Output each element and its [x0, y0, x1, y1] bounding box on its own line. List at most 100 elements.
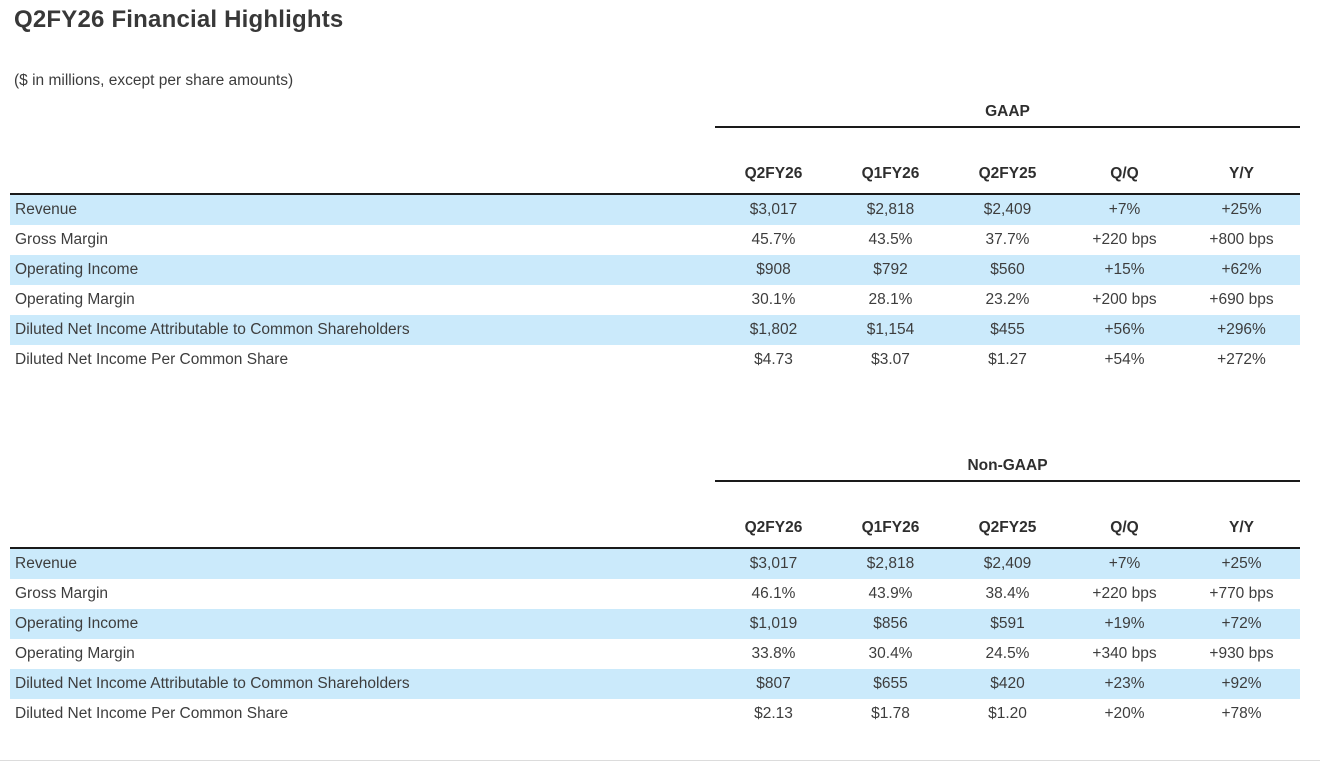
metric-value: $908	[756, 261, 791, 278]
table-row: Diluted Net Income Attributable to Commo…	[10, 669, 1300, 699]
column-header: Q/Q	[1110, 519, 1139, 536]
table-row: Gross Margin 46.1% 43.9% 38.4% +220 bps …	[10, 579, 1300, 609]
column-header: Y/Y	[1229, 165, 1254, 182]
metric-value: +20%	[1104, 705, 1145, 722]
metric-value: $856	[873, 615, 908, 632]
row-label-column-spacer	[10, 128, 715, 194]
metric-value: +54%	[1104, 351, 1145, 368]
metric-value: $2,409	[949, 547, 1066, 579]
metric-value: $560	[990, 261, 1025, 278]
metric-value: +220 bps	[1092, 585, 1157, 602]
metric-value: +72%	[1221, 615, 1262, 632]
column-header: Q1FY26	[861, 519, 920, 536]
metric-value: +23%	[1104, 675, 1145, 692]
column-header-row: Q2FY26 Q1FY26 Q2FY25 Q/Q Y/Y	[10, 128, 1300, 194]
metric-value: +770 bps	[1209, 585, 1274, 602]
table-row: Operating Margin 30.1% 28.1% 23.2% +200 …	[10, 285, 1300, 315]
metric-value: +25%	[1183, 193, 1300, 225]
metric-value: +25%	[1183, 547, 1300, 579]
non-gaap-table: Q2FY26 Q1FY26 Q2FY25 Q/Q Y/Y Revenue $3,…	[10, 482, 1300, 729]
metric-value: 33.8%	[751, 645, 796, 662]
metric-value: +92%	[1221, 675, 1262, 692]
table-row: Operating Income $908 $792 $560 +15% +62…	[10, 255, 1300, 285]
metric-value: $2,409	[949, 193, 1066, 225]
metric-label: Operating Income	[15, 261, 139, 278]
metric-value: +78%	[1221, 705, 1262, 722]
section-title-gaap: GAAP	[715, 103, 1300, 128]
metric-value: 23.2%	[985, 291, 1030, 308]
section-non-gaap: Non-GAAP Q2FY26 Q1FY26 Q2FY25 Q/Q Y/Y Re…	[0, 457, 1320, 729]
metric-value: 46.1%	[751, 585, 796, 602]
table-row: Diluted Net Income Per Common Share $4.7…	[10, 345, 1300, 375]
metric-value: 43.5%	[868, 231, 913, 248]
column-header: Q/Q	[1110, 165, 1139, 182]
metric-value: +7%	[1066, 193, 1183, 225]
metric-value: $591	[990, 615, 1025, 632]
metric-value: 38.4%	[985, 585, 1030, 602]
metric-value: 45.7%	[751, 231, 796, 248]
metric-value: 24.5%	[985, 645, 1030, 662]
table-row: Operating Margin 33.8% 30.4% 24.5% +340 …	[10, 639, 1300, 669]
metric-value: +7%	[1066, 547, 1183, 579]
metric-value: $1,802	[749, 321, 798, 338]
metric-value: $3,017	[715, 193, 832, 225]
table-row: Gross Margin 45.7% 43.5% 37.7% +220 bps …	[10, 225, 1300, 255]
section-gaap: GAAP Q2FY26 Q1FY26 Q2FY25 Q/Q Y/Y Revenu…	[0, 103, 1320, 375]
metric-label: Diluted Net Income Per Common Share	[15, 351, 289, 368]
metric-value: $807	[756, 675, 791, 692]
metric-value: $420	[990, 675, 1025, 692]
metric-value: +15%	[1104, 261, 1145, 278]
column-header: Q2FY25	[978, 519, 1037, 536]
table-row: Revenue $3,017 $2,818 $2,409 +7% +25%	[10, 193, 1300, 225]
column-header: Y/Y	[1229, 519, 1254, 536]
metric-label: Operating Margin	[15, 291, 135, 308]
metric-label: Operating Margin	[15, 645, 135, 662]
table-row: Operating Income $1,019 $856 $591 +19% +…	[10, 609, 1300, 639]
table-row: Diluted Net Income Per Common Share $2.1…	[10, 699, 1300, 729]
metric-value: $655	[873, 675, 908, 692]
metric-value: +19%	[1104, 615, 1145, 632]
metric-value: $1.27	[988, 351, 1027, 368]
metric-label: Diluted Net Income Attributable to Commo…	[15, 321, 410, 338]
metric-value: $3.07	[871, 351, 910, 368]
column-header: Q2FY26	[744, 519, 803, 536]
metric-value: $1,154	[866, 321, 915, 338]
table-row: Diluted Net Income Attributable to Commo…	[10, 315, 1300, 345]
gaap-table: Q2FY26 Q1FY26 Q2FY25 Q/Q Y/Y Revenue $3,…	[10, 128, 1300, 375]
metric-value: 28.1%	[868, 291, 913, 308]
metric-value: +220 bps	[1092, 231, 1157, 248]
metric-label: Diluted Net Income Per Common Share	[15, 705, 289, 722]
metric-value: $2.13	[754, 705, 793, 722]
metric-value: $3,017	[715, 547, 832, 579]
column-header: Q2FY25	[978, 165, 1037, 182]
units-note: ($ in millions, except per share amounts…	[14, 72, 294, 89]
row-label-column-spacer	[10, 482, 715, 548]
section-title-non-gaap: Non-GAAP	[715, 457, 1300, 482]
metric-label: Operating Income	[15, 615, 139, 632]
metric-value: +800 bps	[1209, 231, 1274, 248]
metric-value: +272%	[1217, 351, 1266, 368]
metric-value: 30.4%	[868, 645, 913, 662]
metric-value: +340 bps	[1092, 645, 1157, 662]
metric-value: $1.78	[871, 705, 910, 722]
metric-value: 37.7%	[985, 231, 1030, 248]
metric-value: +296%	[1217, 321, 1266, 338]
metric-value: $2,818	[832, 193, 949, 225]
metric-value: +62%	[1221, 261, 1262, 278]
metric-value: $4.73	[754, 351, 793, 368]
metric-value: $792	[873, 261, 908, 278]
metric-value: +56%	[1104, 321, 1145, 338]
table-row: Revenue $3,017 $2,818 $2,409 +7% +25%	[10, 547, 1300, 579]
metric-value: $455	[990, 321, 1025, 338]
metric-value: 30.1%	[751, 291, 796, 308]
metric-value: $1,019	[749, 615, 798, 632]
metric-label: Gross Margin	[15, 231, 109, 248]
metric-value: $2,818	[832, 547, 949, 579]
metric-label: Gross Margin	[15, 585, 109, 602]
metric-label: Revenue	[10, 547, 715, 579]
metric-value: +930 bps	[1209, 645, 1274, 662]
column-header-row: Q2FY26 Q1FY26 Q2FY25 Q/Q Y/Y	[10, 482, 1300, 548]
page-title: Q2FY26 Financial Highlights	[14, 6, 344, 33]
metric-value: $1.20	[988, 705, 1027, 722]
